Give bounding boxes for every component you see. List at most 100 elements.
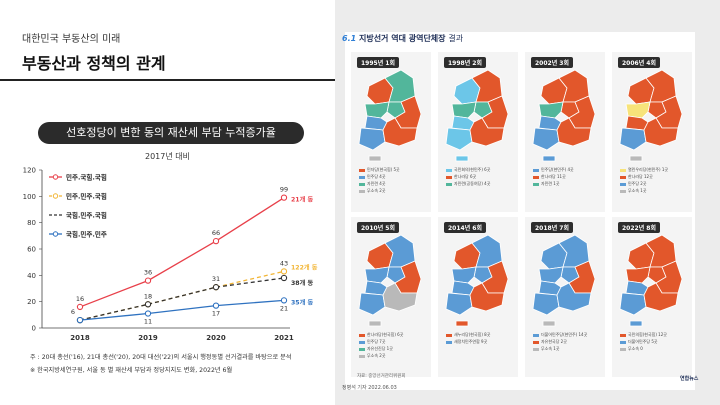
korea-map — [619, 234, 683, 327]
y-tick-label: 80 — [27, 219, 36, 227]
map-region — [643, 282, 679, 312]
map-legend-item: 무소속 2곳 — [359, 353, 386, 359]
map-region — [538, 101, 564, 119]
legend-swatch — [359, 354, 365, 358]
korea-map — [358, 69, 422, 162]
legend-text: 더불어민주당(현민주) 14곳 — [541, 332, 588, 337]
legend-text: 자민련(공동여당) 4곳 — [454, 181, 491, 186]
election-map-card: 2022년 8회 국민의힘(현국힘) 12곳 더불어민주당 5곳 무소속 0 — [612, 217, 692, 377]
legend-marker — [52, 193, 59, 199]
map-region — [445, 127, 473, 151]
data-label: 17 — [212, 310, 220, 318]
map-year-tag: 2006년 4회 — [618, 57, 661, 68]
series-point — [76, 316, 84, 324]
legend-text: 더불어민주당 5곳 — [628, 339, 658, 344]
legend-label: 국힘.민주.민주 — [66, 230, 107, 239]
election-map-card: 2018년 7회 더불어민주당(현민주) 14곳 자유한국당 2곳 무소속 1곳 — [525, 217, 605, 377]
legend-text: 자민련 1곳 — [541, 181, 560, 186]
series-end-label: 122개 동 — [291, 263, 318, 271]
legend-text: 한나라당 12곳 — [628, 174, 653, 179]
legend-swatch — [620, 333, 626, 337]
series-point — [280, 274, 288, 282]
series-point — [76, 303, 84, 311]
map-region — [358, 292, 386, 316]
map-region — [542, 155, 556, 162]
election-map-card: 1998년 2회 국민회의(현민주) 6곳 한나라당 6곳 자민련(공동여당) 4곳 — [438, 52, 518, 212]
series-point — [144, 277, 152, 284]
map-region — [451, 266, 477, 284]
series-end-label: 21개 동 — [291, 196, 313, 204]
korea-map — [532, 234, 596, 327]
legend-swatch — [359, 182, 365, 186]
legend-swatch — [620, 340, 626, 344]
map-region — [542, 320, 556, 327]
legend-swatch — [359, 333, 365, 337]
korea-map — [358, 234, 422, 327]
legend-text: 무소속 2곳 — [367, 188, 386, 193]
map-region — [532, 292, 560, 316]
map-region — [469, 282, 505, 312]
legend-text: 민자당(현국힘) 5곳 — [367, 167, 400, 172]
x-tick-label: 2021 — [274, 334, 294, 342]
map-legend-item: 한나라당 11곳 — [533, 174, 566, 180]
map-region — [532, 127, 560, 151]
slide-title: 부동산과 정책의 관계 — [22, 54, 166, 73]
map-legend-item: 무소속 0 — [620, 346, 643, 352]
data-label: 21 — [280, 304, 288, 312]
map-region — [629, 155, 643, 162]
map-legend-item: 자민련 4곳 — [359, 181, 386, 187]
legend-text: 자민련 4곳 — [367, 181, 386, 186]
legend-text: 민주당 4곳 — [367, 174, 386, 179]
series-point — [144, 310, 152, 317]
legend-swatch — [533, 175, 539, 179]
legend-swatch — [446, 182, 452, 186]
election-map-card: 2010년 5회 한나라당(현국힘) 6곳 민주당 7곳 자유선진당 1곳 무소속 2곳 — [351, 217, 431, 377]
map-legend-item: 민주당 4곳 — [359, 174, 386, 180]
legend-swatch — [446, 168, 452, 172]
x-tick-label: 2019 — [138, 334, 158, 342]
map-year-tag: 2014년 6회 — [444, 222, 487, 233]
map-year-tag: 1995년 1회 — [357, 57, 400, 68]
legend-swatch — [446, 333, 452, 337]
panel-title-number: 6.1 — [342, 34, 357, 43]
series-point — [212, 302, 220, 309]
map-region — [625, 101, 651, 119]
legend-text: 자유선진당 1곳 — [367, 346, 393, 351]
election-map-card: 2006년 4회 열린우리당(현민주) 1곳 한나라당 12곳 민주당 2곳 무소속 1… — [612, 52, 692, 212]
series-point — [280, 194, 288, 201]
map-region — [368, 155, 382, 162]
map-region — [556, 282, 592, 312]
legend-marker — [52, 231, 59, 237]
korea-map — [445, 69, 509, 162]
map-legend-item: 민주당 7곳 — [359, 339, 386, 345]
series-point — [212, 237, 220, 245]
y-tick-label: 120 — [23, 167, 36, 175]
chart-subtitle: 2017년 대비 — [145, 152, 190, 161]
map-region — [629, 320, 643, 327]
series-line — [79, 277, 285, 321]
map-legend-item: 자민련 1곳 — [533, 181, 560, 187]
series-point — [280, 268, 288, 275]
title-divider — [0, 79, 335, 81]
data-label: 6 — [71, 308, 75, 316]
map-legend-item: 자민련(공동여당) 4곳 — [446, 181, 490, 187]
map-year-tag: 2002년 3회 — [531, 57, 574, 68]
yonhap-logo: 연합뉴스 — [680, 376, 699, 382]
map-region — [451, 101, 477, 119]
legend-swatch — [620, 175, 626, 179]
data-label: 16 — [76, 295, 84, 303]
legend-text: 무소속 1곳 — [628, 188, 647, 193]
legend-swatch — [620, 189, 626, 193]
korea-map — [445, 234, 509, 327]
legend-text: 민주당(현민주) 4곳 — [541, 167, 574, 172]
legend-text: 국민회의(현민주) 6곳 — [454, 167, 491, 172]
x-tick-label: 2020 — [206, 334, 226, 342]
legend-text: 자유한국당 2곳 — [541, 339, 567, 344]
map-region — [445, 292, 473, 316]
map-year-tag: 2018년 7회 — [531, 222, 574, 233]
data-label: 99 — [280, 186, 288, 194]
series-point — [144, 301, 152, 308]
map-year-tag: 2022년 8회 — [618, 222, 661, 233]
